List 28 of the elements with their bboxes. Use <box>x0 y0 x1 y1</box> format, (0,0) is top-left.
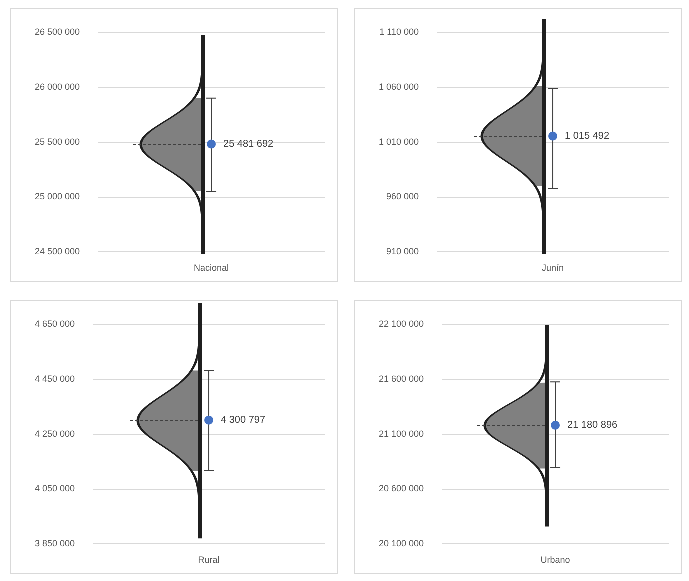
data-label: 21 180 896 <box>568 420 618 432</box>
x-tick-label: Urbano <box>540 555 570 566</box>
x-tick-label: Junín <box>542 263 564 274</box>
y-tick-label: 4 650 000 <box>34 318 76 329</box>
y-tick-label: 4 050 000 <box>34 484 76 494</box>
data-label: 25 481 692 <box>224 139 274 150</box>
y-tick-label: 960 000 <box>386 192 420 202</box>
y-tick-label: 1 110 000 <box>380 26 420 37</box>
y-tick-label: 25 000 000 <box>34 192 80 202</box>
y-tick-label: 20 100 000 <box>378 538 424 549</box>
y-tick-label: 25 500 000 <box>34 136 80 147</box>
y-tick-label: 21 100 000 <box>378 428 424 439</box>
y-tick-label: 20 600 000 <box>378 484 424 494</box>
y-tick-label: 910 000 <box>386 246 420 257</box>
data-label: 4 300 797 <box>221 415 266 426</box>
y-tick-label: 26 000 000 <box>34 82 80 92</box>
y-tick-label: 4 250 000 <box>34 428 76 439</box>
y-tick-label: 3 850 000 <box>34 538 76 549</box>
x-tick-label: Nacional <box>194 263 230 274</box>
y-tick-label: 4 450 000 <box>34 374 76 384</box>
x-tick-label: Rural <box>198 555 220 566</box>
y-tick-label: 22 100 000 <box>378 318 424 329</box>
data-label: 1 015 492 <box>565 131 610 142</box>
y-tick-label: 1 060 000 <box>378 82 420 92</box>
y-tick-label: 1 010 000 <box>378 136 420 147</box>
y-tick-label: 26 500 000 <box>34 26 80 37</box>
y-tick-label: 21 600 000 <box>378 374 424 384</box>
y-tick-label: 24 500 000 <box>34 246 80 257</box>
